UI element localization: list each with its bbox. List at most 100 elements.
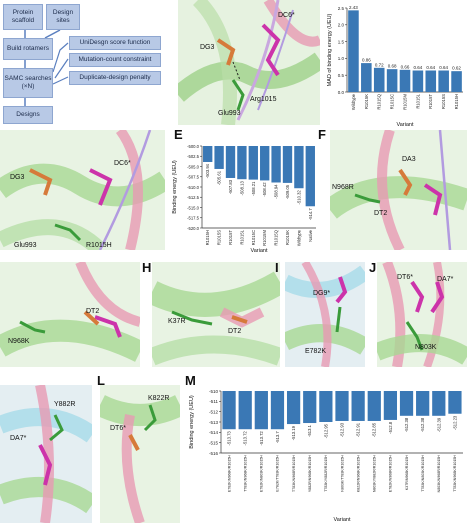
- value-label: -512.23: [452, 415, 457, 430]
- value-label: 2.43: [349, 5, 358, 10]
- category-label: T783K/N803K/R1015H: [421, 455, 425, 492]
- value-label: -512.85: [372, 422, 377, 437]
- structure-h-render: [152, 262, 280, 367]
- category-label: R1015H: [454, 94, 459, 109]
- bar: [305, 146, 315, 207]
- category-label: R1015K: [285, 230, 290, 245]
- bar: [348, 10, 359, 93]
- value-label: 0.64: [414, 65, 423, 70]
- value-label: -513.72: [259, 431, 264, 446]
- label-k822r: K822R: [148, 395, 170, 402]
- bar: [294, 146, 304, 189]
- value-label: 0.62: [452, 66, 461, 71]
- structure-d-render: [0, 130, 165, 250]
- y-tick-label: -505.0: [187, 164, 200, 169]
- bar: [282, 146, 293, 183]
- value-label: -514.7: [308, 208, 313, 221]
- x-axis-label: Variant: [396, 122, 413, 128]
- y-tick-label: -515: [209, 440, 219, 445]
- category-label: R1015K: [364, 94, 369, 109]
- value-label: 0.72: [375, 62, 384, 67]
- category-label: N803K/Y882R/R1015H: [373, 455, 377, 493]
- y-tick-label: -514: [209, 430, 219, 435]
- bar: [383, 391, 398, 420]
- category-label: R1015Q: [274, 229, 279, 245]
- value-label: -510.32: [296, 190, 301, 205]
- value-label: -507.83: [228, 179, 233, 194]
- structure-l: K822R DT6*: [100, 385, 180, 523]
- label-glu993: Glu993: [14, 242, 37, 249]
- category-label: R1015M: [402, 93, 407, 109]
- structure-b: DC6* DG3 Arg1015 Glu993: [178, 0, 320, 125]
- value-label: 0.68: [388, 64, 397, 69]
- label-n968k: N968K: [8, 338, 30, 345]
- bar: [237, 146, 247, 180]
- label-dt6: DT6*: [397, 274, 413, 281]
- value-label: -508.42: [262, 182, 267, 197]
- panel-letter: F: [318, 127, 326, 142]
- label-n968r: N968R: [332, 184, 354, 191]
- value-label: -513.1: [307, 424, 312, 437]
- mutation-constraint-box: Mutation-count constraint: [69, 53, 161, 67]
- category-label: E782K/T783K/R1015H: [276, 455, 280, 492]
- bar: [214, 146, 224, 169]
- y-tick-label: -507.5: [187, 175, 200, 180]
- protein-scaffold-box: Protein scaffold: [3, 4, 43, 30]
- panel-letter: L: [97, 373, 105, 388]
- y-tick-label: 0.0: [338, 90, 345, 95]
- bar: [286, 391, 301, 425]
- category-label: E782K/N968K/R1015H: [227, 455, 231, 492]
- structure-d: DC6* DG3 Glu993 R1015H: [0, 130, 165, 250]
- bar: [432, 391, 446, 416]
- chart-mad: 0.0 0.5 1.0 1.5 2.0 2.5 Wildtype 2.43 R1015K 0.86…: [325, 0, 467, 130]
- bar: [438, 70, 449, 92]
- bar: [416, 391, 430, 416]
- x-axis-label: Variant: [333, 517, 350, 523]
- value-label: -513.72: [243, 431, 248, 446]
- y-tick-label: 1.0: [338, 56, 345, 61]
- y-tick-label: -512: [209, 409, 219, 414]
- value-label: -512.8: [388, 421, 393, 434]
- bar: [238, 391, 252, 430]
- y-tick-label: -510: [209, 389, 219, 394]
- y-tick-label: -502.5: [187, 154, 200, 159]
- y-tick-label: 2.5: [338, 6, 345, 11]
- bar: [335, 391, 349, 421]
- value-label: 0.86: [362, 58, 371, 63]
- y-tick-label: -500.0: [187, 144, 200, 149]
- category-label: N803K/N968R/R1015H: [437, 455, 441, 493]
- flowchart-panel: Protein scaffold Design sites Build rota…: [0, 0, 165, 125]
- category-label: T783K/Y882R/R1015H: [324, 455, 328, 492]
- samc-searches-box: SAMC searches (×N): [3, 68, 53, 98]
- category-label: R1015L: [239, 229, 244, 244]
- category-label: R1015L: [415, 93, 420, 108]
- y-tick-label: -517.5: [187, 216, 200, 221]
- y-tick-label: -520.0: [187, 226, 200, 231]
- category-label: R1015H: [205, 230, 210, 245]
- chart-binding-e-svg: -500.0 -502.5 -505.0 -507.5 -510.0 -512.5 -515…: [172, 144, 316, 254]
- label-dg3: DG3: [200, 44, 215, 51]
- chart-binding-e: -500.0 -502.5 -505.0 -507.5 -510.0 -512.5 -515…: [170, 140, 320, 255]
- structure-g: DT2 N968K: [0, 262, 140, 367]
- label-glu993: Glu993: [218, 110, 241, 117]
- design-sites-box: Design sites: [46, 4, 80, 30]
- bar: [373, 67, 385, 92]
- y-tick-label: 1.5: [338, 39, 345, 44]
- structure-h: K37R DT2: [152, 262, 280, 367]
- value-label: 0.64: [439, 65, 448, 70]
- label-da3: DA3: [402, 156, 416, 163]
- designs-box: Designs: [3, 106, 53, 124]
- label-n803k: N803K: [415, 344, 437, 351]
- y-tick-label: -515.0: [187, 205, 200, 210]
- category-label: T783K/N968R/R1015H: [292, 455, 296, 492]
- label-dc6: DC6*: [114, 160, 131, 167]
- label-dt2: DT2: [86, 308, 100, 315]
- value-label: -512.39: [436, 417, 441, 432]
- structure-i: DG9* E782K: [285, 262, 365, 367]
- bar: [254, 391, 268, 430]
- structure-j-render: [377, 262, 467, 367]
- label-da7: DA7*: [10, 435, 27, 442]
- bar: [203, 146, 213, 162]
- category-label: Y882R/N968K/R1015H: [308, 455, 312, 493]
- structure-i-render: [285, 262, 365, 367]
